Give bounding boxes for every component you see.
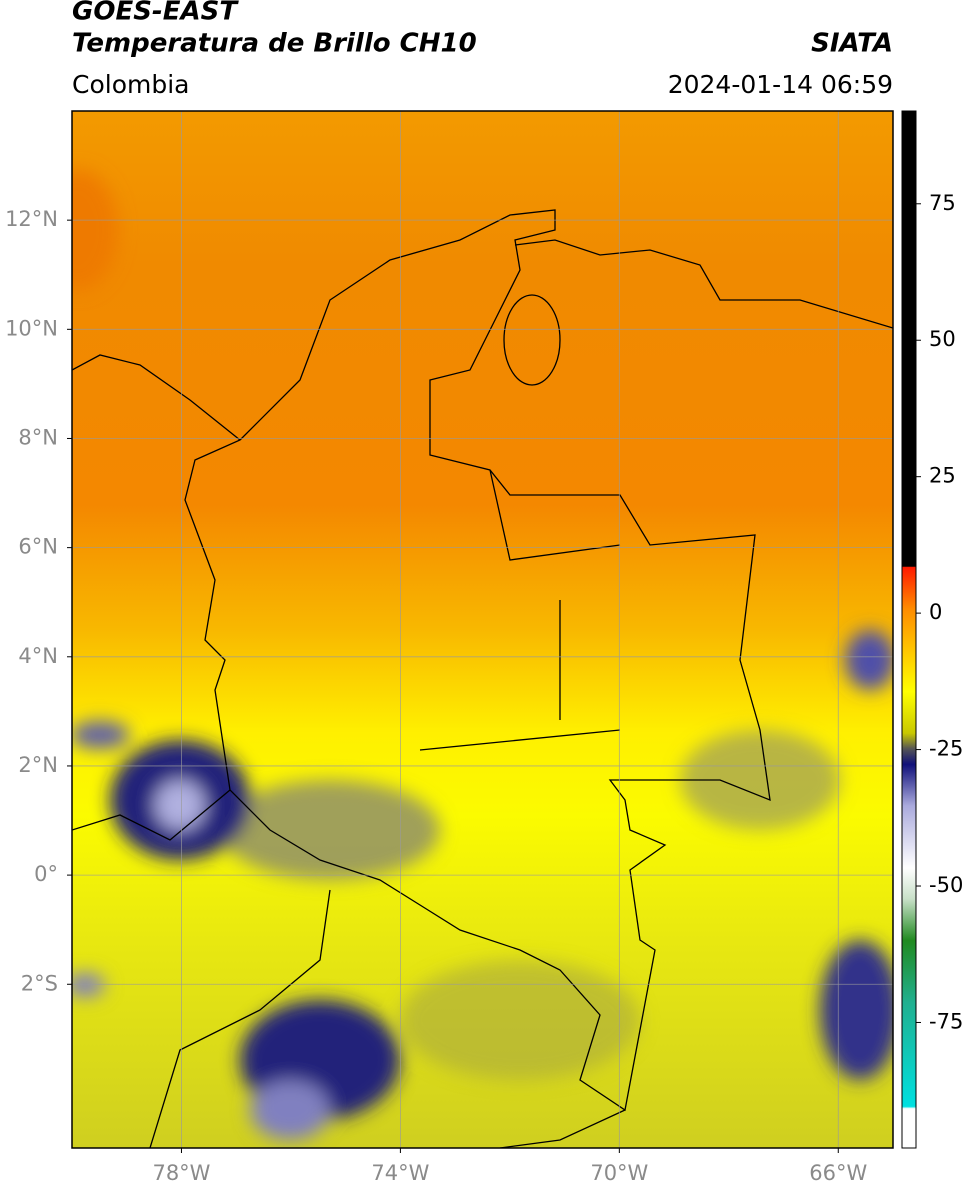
- lat-tick-label: 10°N: [5, 316, 58, 340]
- lon-tick-label: 78°W: [152, 1161, 210, 1185]
- source: SIATA: [811, 29, 893, 59]
- colorbar-tick-label: 25: [929, 464, 956, 488]
- title: GOES-EAST: [72, 0, 239, 27]
- lat-tick-label: 4°N: [18, 644, 58, 668]
- datetime: 2024-01-14 06:59: [668, 70, 893, 99]
- colorbar-tick-label: 0: [929, 600, 942, 624]
- imagery: [72, 111, 893, 1148]
- lat-tick-label: 8°N: [18, 425, 58, 449]
- clouds: [72, 170, 893, 1140]
- lat-tick-label: 12°N: [5, 207, 58, 231]
- map-frame: [71, 110, 894, 1149]
- lon-tick-label: 70°W: [590, 1161, 648, 1185]
- colorbar-tick-label: -75: [929, 1009, 963, 1033]
- colorbar-tick-label: -50: [929, 873, 963, 897]
- colorbar-tick-label: 50: [929, 327, 956, 351]
- lon-tick-label: 74°W: [371, 1161, 429, 1185]
- grid: 78°W 74°W 70°W 66°W 12°N 10°N 8°N 6°N 4°N 2°N 0° 2°…: [5, 111, 893, 1185]
- colorbar-tick-label: 75: [929, 191, 956, 215]
- colorbar-tick-label: -25: [929, 737, 963, 761]
- region: Colombia: [72, 70, 189, 99]
- lat-tick-label: 6°N: [18, 535, 58, 559]
- borders: [72, 209, 893, 1148]
- lon-tick-label: 66°W: [809, 1161, 867, 1185]
- lat-tick-label: 2°S: [21, 971, 58, 995]
- lat-tick-label: 0°: [34, 862, 58, 886]
- subtitle: Temperatura de Brillo CH10: [72, 29, 477, 59]
- colorbar-ticks: 75 50 25 0 -25 -50 -75: [916, 191, 963, 1033]
- colorbar: [901, 110, 917, 1149]
- lat-tick-label: 2°N: [18, 753, 58, 777]
